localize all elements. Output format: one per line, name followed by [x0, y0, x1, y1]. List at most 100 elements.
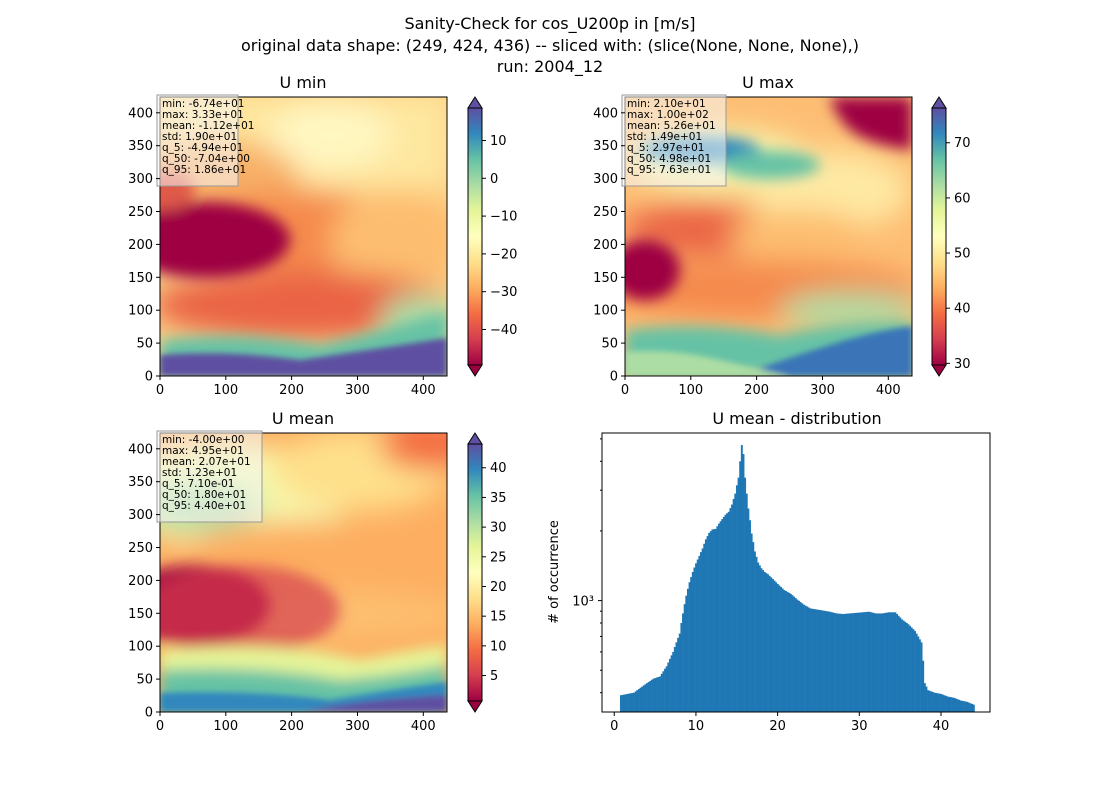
u-mean-ytick: 350 — [128, 475, 153, 490]
histogram-bar — [845, 613, 848, 712]
u-min-xtick: 0 — [156, 383, 164, 398]
histogram-bar — [802, 604, 805, 712]
u-mean-colorbar-tick-label: 25 — [490, 550, 507, 565]
u-max-stat-mean: mean: 5.26e+01 — [627, 120, 716, 132]
histogram-bar — [868, 611, 871, 712]
histogram-bar — [714, 528, 717, 712]
histogram-bar — [832, 612, 835, 712]
histogram-bar — [949, 697, 952, 712]
histogram-y-axis: 10³ — [572, 438, 602, 694]
u-max-colorbar: 30 40 50 60 70 — [931, 96, 971, 377]
histogram-bar — [675, 642, 678, 712]
u-min-colorbar-tick-label: −40 — [490, 323, 517, 338]
u-max-stat-q95: q_95: 7.63e+01 — [627, 164, 711, 176]
histogram-bar — [745, 493, 748, 712]
histogram-bar — [700, 552, 702, 712]
histogram-bar — [878, 613, 881, 712]
u-min-ytick: 250 — [128, 205, 153, 220]
histogram-bar — [967, 702, 970, 712]
histogram-bar — [673, 647, 676, 712]
histogram-bar — [863, 612, 866, 712]
histogram-bar — [799, 602, 802, 712]
u-max-ytick: 200 — [593, 238, 618, 253]
histogram-bar — [716, 526, 719, 712]
histogram-bar — [876, 613, 879, 712]
histogram-bar — [896, 614, 898, 712]
histogram-bar — [678, 633, 681, 712]
histogram-bar — [822, 610, 825, 712]
u-max-stat-min: min: 2.10e+01 — [627, 98, 706, 110]
histogram-bar — [817, 609, 820, 712]
histogram-bar — [639, 687, 642, 712]
histogram-bar — [866, 611, 869, 712]
histogram-bar — [887, 612, 890, 712]
histogram-bar — [933, 692, 936, 712]
histogram-bar — [760, 568, 763, 712]
histogram-bar — [652, 678, 655, 712]
panel-u-mean: U mean min — [128, 409, 507, 734]
u-mean-stat-q5: q_5: 7.10e-01 — [162, 478, 234, 490]
histogram-bar — [964, 701, 967, 712]
histogram-bar — [886, 612, 889, 712]
u-max-ytick: 50 — [601, 337, 618, 352]
histogram-bar — [691, 571, 694, 712]
u-mean-heatmap — [160, 433, 447, 712]
histogram-bar — [624, 694, 627, 712]
u-mean-ytick: 300 — [128, 508, 153, 523]
panel-u-min: U min min: -6.74e+0 — [128, 73, 517, 398]
histogram-bar — [853, 613, 856, 712]
histogram-bar — [704, 539, 707, 712]
histogram-bar — [954, 698, 957, 712]
u-mean-ytick: 50 — [136, 673, 153, 688]
histogram-bar — [740, 445, 743, 712]
histogram-bar — [665, 666, 668, 712]
histogram-bar — [647, 681, 650, 712]
histogram-bar — [943, 695, 946, 712]
u-max-xtick: 400 — [876, 383, 901, 398]
u-min-colorbar: −40 −30 −20 −10 0 10 — [467, 96, 517, 377]
u-max-colorbar-tick-label: 50 — [954, 247, 971, 262]
histogram-bar — [719, 521, 722, 712]
histogram-xtick-label: 0 — [610, 719, 618, 734]
histogram-bar — [662, 671, 665, 712]
histogram-bar — [930, 691, 933, 712]
histogram-bar — [709, 531, 712, 712]
u-mean-y-axis: 0 50 100 150 200 250 300 350 400 — [128, 442, 160, 721]
histogram-bar — [750, 533, 753, 712]
panel-u-mean-title: U mean — [272, 409, 334, 428]
histogram-bar — [773, 580, 776, 712]
histogram-bar — [879, 613, 882, 712]
u-mean-stat-max: max: 4.95e+01 — [162, 445, 244, 457]
histogram-bar — [909, 625, 912, 712]
u-min-y-axis: 0 50 100 150 200 250 300 350 400 — [128, 106, 160, 385]
histogram-bar — [667, 662, 670, 712]
u-mean-stat-min: min: -4.00e+00 — [162, 434, 244, 446]
histogram-bar — [953, 697, 956, 712]
u-mean-ytick: 0 — [145, 706, 153, 721]
u-max-colorbar-tick-label: 30 — [954, 357, 971, 372]
histogram-bar — [767, 574, 769, 712]
histogram-bar — [961, 700, 964, 712]
histogram-bar — [685, 595, 688, 712]
histogram-bar — [727, 511, 730, 712]
u-min-xtick: 400 — [411, 383, 436, 398]
histogram-bar — [812, 608, 815, 712]
histogram-bar — [912, 629, 915, 712]
u-min-xtick: 300 — [345, 383, 370, 398]
u-min-ytick: 300 — [128, 172, 153, 187]
histogram-bar — [910, 627, 913, 712]
histogram-bar — [829, 611, 832, 712]
u-min-ytick: 50 — [136, 337, 153, 352]
histogram-bars — [619, 445, 975, 712]
histogram-bar — [850, 613, 853, 712]
histogram-bar — [914, 630, 916, 712]
histogram-bar — [897, 615, 900, 712]
u-min-stat-max: max: 3.33e+01 — [162, 109, 244, 121]
histogram-bar — [791, 595, 794, 712]
histogram-bar — [884, 612, 887, 712]
u-max-colorbar-tick-label: 70 — [954, 136, 971, 151]
histogram-bar — [835, 613, 838, 712]
u-min-ytick: 200 — [128, 238, 153, 253]
histogram-bar — [819, 610, 822, 712]
